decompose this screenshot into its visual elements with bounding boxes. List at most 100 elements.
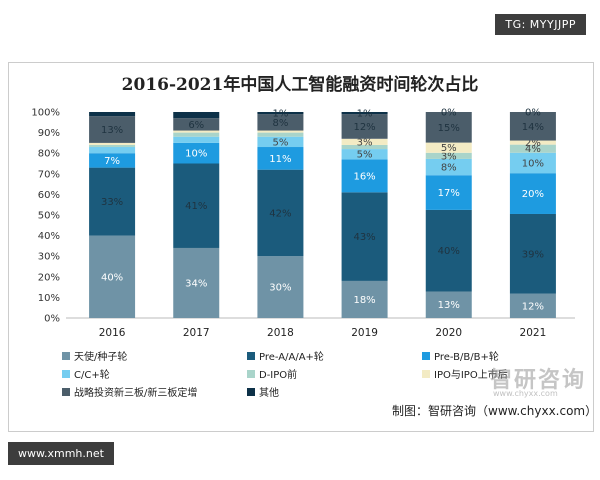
bar-segment (173, 142, 220, 164)
data-label: 12% (353, 122, 375, 133)
bar-segment (425, 291, 472, 318)
bar-segment (341, 114, 388, 139)
data-label: 4% (525, 144, 541, 155)
legend-label: Pre-B/B/B+轮 (434, 352, 499, 363)
bar-segment (257, 256, 304, 318)
bar-segment (173, 136, 220, 143)
data-label: 6% (188, 120, 204, 131)
x-tick-label: 2020 (435, 327, 462, 339)
bar-segment (425, 152, 472, 159)
bar-segment (509, 140, 556, 145)
data-label: 5% (357, 150, 373, 161)
legend-swatch (62, 387, 70, 396)
watermark-middle: 智研咨询 (490, 368, 587, 393)
bar-segment (89, 153, 136, 168)
legend-item: Pre-A/A/A+轮 (247, 348, 324, 363)
data-label: 34% (185, 278, 207, 289)
legend-label: 战略投资新三板/新三板定增 (74, 388, 198, 399)
y-tick-label: 100% (31, 108, 60, 119)
bar-segment (257, 130, 304, 133)
data-label: 12% (522, 301, 544, 312)
y-tick-label: 30% (38, 252, 60, 263)
legend-item: 其他 (247, 384, 279, 399)
data-label: 43% (353, 232, 375, 243)
legend-swatch (247, 387, 255, 396)
legend-swatch (247, 369, 255, 378)
bar-segment (257, 136, 304, 148)
data-label: 5% (441, 143, 457, 154)
bar-segment (173, 132, 220, 137)
y-tick-label: 10% (38, 293, 60, 304)
y-tick-label: 90% (38, 128, 60, 139)
bar-segment (173, 163, 220, 248)
legend-item: 战略投资新三板/新三板定增 (62, 384, 197, 399)
data-label: 18% (353, 295, 375, 306)
bar-segment (509, 152, 556, 174)
bar-segment (425, 175, 472, 210)
data-label: 11% (269, 154, 291, 165)
bar-segment (257, 114, 304, 131)
bar-segment (257, 169, 304, 257)
legend-item: 天使/种子轮 (62, 348, 127, 363)
data-label: 30% (269, 283, 291, 294)
watermark-top: TG: MYYJJPP (495, 14, 586, 35)
legend-label: 天使/种子轮 (74, 352, 128, 363)
legend-label: C/C+轮 (74, 370, 110, 381)
legend-item: C/C+轮 (62, 366, 110, 381)
bar-segment (341, 112, 388, 115)
bar-segment (89, 147, 136, 154)
data-label: 13% (101, 125, 123, 136)
bar-segment (89, 235, 136, 318)
data-label: 42% (269, 208, 291, 219)
data-label: 15% (438, 123, 460, 134)
data-label: 1% (357, 109, 373, 120)
x-tick-label: 2016 (99, 327, 126, 339)
data-label: 33% (101, 197, 123, 208)
bar-segment (341, 138, 388, 145)
x-tick-label: 2019 (351, 327, 378, 339)
bar-segment (509, 213, 556, 294)
watermark-bottom: www.xmmh.net (8, 442, 114, 465)
data-label: 39% (522, 249, 544, 260)
bar-segment (509, 144, 556, 153)
bar-segment (173, 247, 220, 318)
y-tick-label: 0% (44, 314, 60, 325)
data-label: 13% (438, 300, 460, 311)
data-label: 0% (441, 108, 457, 119)
bar-segment (341, 144, 388, 150)
legend-item: D-IPO前 (247, 366, 297, 381)
bar-segment (341, 159, 388, 193)
bar-segment (257, 132, 304, 137)
bar-segment (425, 209, 472, 292)
bar-segment (257, 112, 304, 115)
data-label: 0% (525, 108, 541, 119)
bar-segment (509, 173, 556, 214)
data-label: 17% (438, 188, 460, 199)
y-tick-label: 60% (38, 190, 60, 201)
bar-segment (89, 116, 136, 143)
legend-swatch (422, 351, 430, 360)
data-label: 40% (101, 272, 123, 283)
chart-source: 制图：智研咨询（www.chyxx.com） (392, 404, 598, 418)
data-label: 20% (522, 189, 544, 200)
bar-segment (89, 142, 136, 145)
legend-label: IPO与IPO上市后 (434, 370, 508, 381)
bar-segment (425, 142, 472, 153)
y-tick-label: 50% (38, 211, 60, 222)
bar-segment (89, 167, 136, 236)
legend-label: D-IPO前 (259, 370, 298, 381)
data-label: 3% (441, 151, 457, 162)
legend-label: 其他 (259, 388, 279, 399)
data-label: 40% (438, 246, 460, 257)
y-tick-label: 20% (38, 272, 60, 283)
bar-segment (509, 293, 556, 318)
y-tick-label: 80% (38, 149, 60, 160)
data-label: 1% (272, 109, 288, 120)
legend-swatch (62, 369, 70, 378)
data-label: 8% (272, 118, 288, 129)
legend-item: IPO与IPO上市后 (422, 366, 508, 381)
data-label: 16% (353, 171, 375, 182)
bar-segment (509, 112, 556, 141)
watermark-middle-url: www.chyxx.com (493, 389, 558, 398)
